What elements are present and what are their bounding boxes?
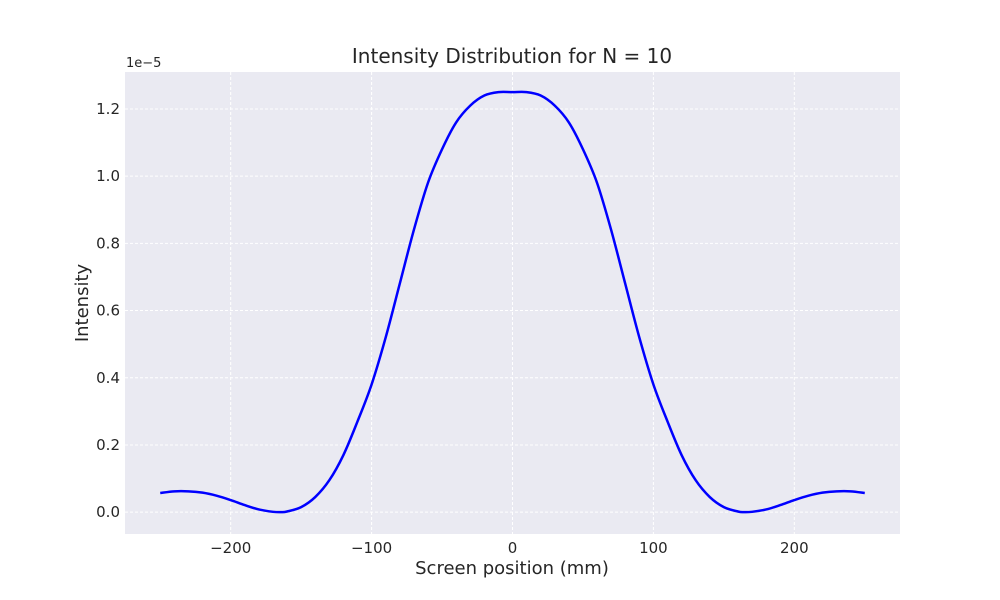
y-tick-label: 0.0 <box>96 503 120 521</box>
y-tick-label: 1.2 <box>96 100 120 118</box>
tick-layer: −200 −100 0 100 200 0.0 0.2 0.4 0.6 0.8 1.0 1.2 <box>96 100 808 557</box>
grid <box>125 72 900 534</box>
y-tick-label: 0.8 <box>96 234 120 252</box>
y-tick-label: 0.2 <box>96 436 120 454</box>
chart-title: Intensity Distribution for N = 10 <box>352 44 672 68</box>
x-tick-label: 200 <box>780 539 809 557</box>
intensity-series-line <box>160 90 865 514</box>
y-offset-label: 1e−5 <box>126 56 161 71</box>
y-axis-title: Intensity <box>72 263 93 342</box>
series-layer <box>160 90 865 514</box>
x-tick-label: 0 <box>508 539 518 557</box>
x-tick-label: −100 <box>351 539 392 557</box>
x-tick-label: −200 <box>210 539 251 557</box>
x-axis-title: Screen position (mm) <box>415 558 609 579</box>
y-tick-label: 0.6 <box>96 302 120 320</box>
y-tick-label: 1.0 <box>96 167 120 185</box>
x-tick-label: 100 <box>639 539 668 557</box>
y-tick-label: 0.4 <box>96 369 120 387</box>
